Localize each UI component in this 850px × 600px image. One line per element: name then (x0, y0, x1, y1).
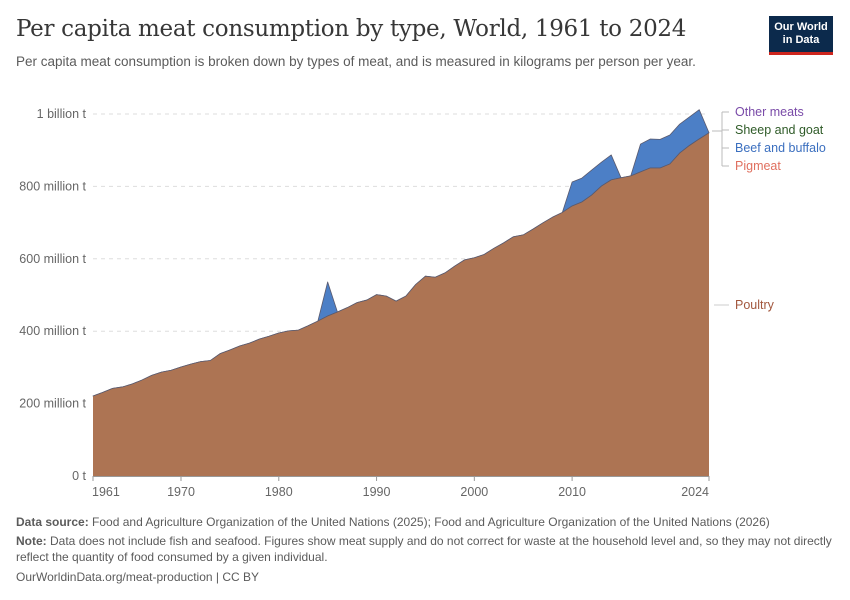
legend-label-other-meats[interactable]: Other meats (735, 105, 804, 119)
chart-title: Per capita meat consumption by type, Wor… (16, 16, 687, 42)
note: Note: Data does not include fish and sea… (16, 533, 836, 565)
source-url[interactable]: OurWorldinData.org/meat-production | CC … (16, 570, 259, 584)
area-poultry[interactable] (93, 132, 709, 476)
x-axis: 1961 1970 1980 1990 2000 2010 2024 (92, 476, 710, 499)
logo-line-2: in Data (782, 34, 820, 46)
x-tick-label: 1961 (92, 485, 120, 499)
y-tick-label: 0 t (72, 469, 86, 483)
legend-label-pigmeat[interactable]: Pigmeat (735, 159, 781, 173)
y-tick-label: 600 million t (19, 252, 86, 266)
x-tick-label: 1990 (363, 485, 391, 499)
y-tick-label: 400 million t (19, 324, 86, 338)
legend: Other meats Sheep and goat Beef and buffal… (712, 105, 826, 312)
y-tick-label: 800 million t (19, 179, 86, 193)
x-tick-label: 2000 (460, 485, 488, 499)
y-tick-label: 200 million t (19, 397, 86, 411)
data-source-text: Food and Agriculture Organization of the… (88, 515, 770, 529)
data-source: Data source: Food and Agriculture Organi… (16, 514, 836, 530)
x-tick-label: 2010 (558, 485, 586, 499)
note-label: Note: (16, 534, 47, 548)
legend-label-beef-and-buffalo[interactable]: Beef and buffalo (735, 141, 826, 155)
data-source-label: Data source: (16, 515, 89, 529)
logo-line-1: Our World (774, 21, 828, 33)
area-series (92, 109, 710, 476)
legend-label-poultry[interactable]: Poultry (735, 298, 775, 312)
owid-logo[interactable]: Our World in Data (769, 16, 833, 55)
x-tick-label: 1980 (265, 485, 293, 499)
y-tick-label: 1 billion t (37, 107, 87, 121)
x-tick-label: 2024 (681, 485, 709, 499)
x-tick-label: 1970 (167, 485, 195, 499)
chart-svg: 0 t 200 million t 400 million t 600 million… (19, 105, 826, 499)
note-text: Data does not include fish and seafood. … (16, 534, 832, 564)
area-poultry-outline (92, 132, 710, 397)
chart-subtitle: Per capita meat consumption is broken do… (16, 54, 696, 69)
legend-connector (712, 111, 729, 167)
y-axis: 0 t 200 million t 400 million t 600 million… (19, 107, 86, 483)
legend-label-sheep-and-goat[interactable]: Sheep and goat (735, 123, 824, 137)
